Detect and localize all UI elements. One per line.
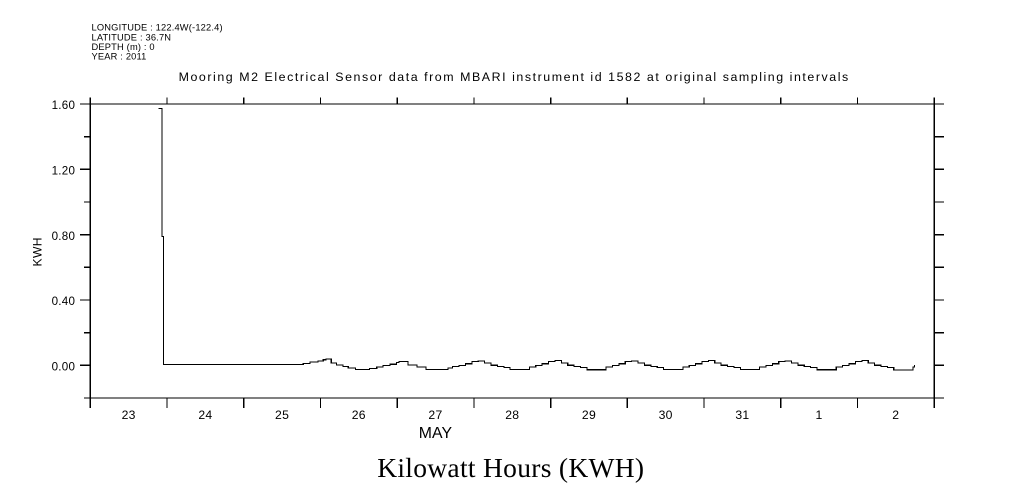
svg-text:28: 28 [505, 408, 519, 422]
svg-text:27: 27 [428, 408, 442, 422]
svg-text:LONGITUDE : 122.4W(-122.4): LONGITUDE : 122.4W(-122.4) [92, 23, 223, 33]
svg-text:1: 1 [816, 408, 823, 422]
svg-text:LATITUDE : 36.7N: LATITUDE : 36.7N [92, 32, 172, 42]
svg-text:0.80: 0.80 [52, 230, 76, 243]
svg-text:1.20: 1.20 [52, 165, 76, 178]
svg-text:2: 2 [892, 408, 899, 422]
svg-text:0.00: 0.00 [52, 360, 76, 373]
svg-text:Kilowatt Hours (KWH): Kilowatt Hours (KWH) [377, 452, 644, 483]
svg-text:26: 26 [352, 408, 366, 422]
svg-text:MAY: MAY [419, 425, 453, 442]
svg-text:0.40: 0.40 [52, 295, 76, 308]
svg-text:29: 29 [582, 408, 596, 422]
svg-text:31: 31 [735, 408, 749, 422]
svg-text:KWH: KWH [31, 237, 45, 266]
svg-text:DEPTH (m) : 0: DEPTH (m) : 0 [92, 42, 155, 52]
svg-text:23: 23 [122, 408, 136, 422]
svg-text:Mooring M2 Electrical Sensor d: Mooring M2 Electrical Sensor data from M… [179, 70, 850, 84]
svg-text:25: 25 [275, 408, 289, 422]
svg-text:30: 30 [659, 408, 673, 422]
svg-text:YEAR : 2011: YEAR : 2011 [92, 52, 147, 62]
svg-text:1.60: 1.60 [52, 99, 76, 112]
svg-text:24: 24 [198, 408, 212, 422]
